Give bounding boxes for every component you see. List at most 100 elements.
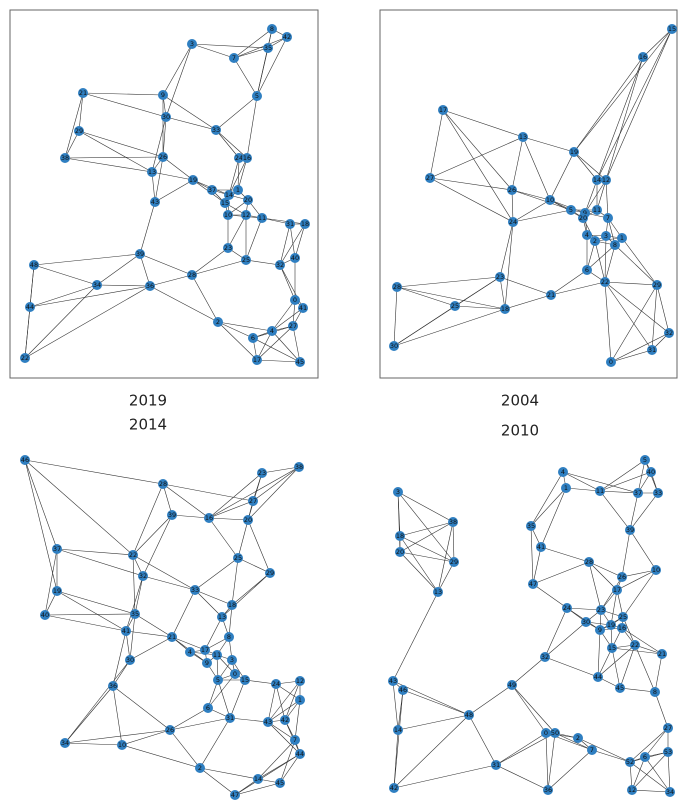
edge xyxy=(629,727,669,763)
node-label: 1 xyxy=(298,696,302,704)
node xyxy=(243,195,253,205)
node xyxy=(161,112,171,122)
edge xyxy=(191,43,269,49)
node xyxy=(145,281,155,291)
node-label: 12 xyxy=(602,176,610,184)
caption: 2010 xyxy=(501,422,539,440)
node-label: 1 xyxy=(564,484,568,492)
node-label: 27 xyxy=(289,322,297,330)
node xyxy=(625,757,635,767)
edge xyxy=(252,466,300,502)
edge xyxy=(33,264,98,286)
edge xyxy=(631,751,669,791)
edge xyxy=(621,529,631,578)
node xyxy=(224,190,234,200)
node-label: 4 xyxy=(561,468,565,476)
edge xyxy=(267,680,301,723)
node xyxy=(495,272,505,282)
edge xyxy=(162,43,193,96)
edge xyxy=(215,95,258,131)
node xyxy=(295,695,305,705)
node xyxy=(566,205,576,215)
node xyxy=(52,544,62,554)
edge xyxy=(511,189,572,211)
node xyxy=(285,219,295,229)
node-label: 14 xyxy=(254,775,262,783)
node-label: 38 xyxy=(61,154,69,162)
node xyxy=(593,672,603,682)
node-label: 2 xyxy=(576,734,580,742)
node-label: 0 xyxy=(233,670,237,678)
edge xyxy=(64,157,153,173)
node-label: 26 xyxy=(166,726,174,734)
edge xyxy=(547,749,593,791)
edge xyxy=(194,557,239,591)
node xyxy=(545,195,555,205)
node-label: 9 xyxy=(583,209,587,217)
edge xyxy=(597,629,601,678)
node xyxy=(52,586,62,596)
edge xyxy=(610,284,658,363)
node xyxy=(536,542,546,552)
edge xyxy=(256,47,269,97)
node xyxy=(203,703,213,713)
node-label: 31 xyxy=(648,346,656,354)
edge xyxy=(194,589,223,618)
node-label: 21 xyxy=(547,291,555,299)
panel-frame xyxy=(9,9,319,379)
node xyxy=(650,687,660,697)
node xyxy=(252,355,262,365)
node-label: 15 xyxy=(221,199,229,207)
node-label: 42 xyxy=(283,33,291,41)
edge xyxy=(573,151,598,181)
edge xyxy=(550,269,588,296)
node xyxy=(590,236,600,246)
edge xyxy=(29,284,98,308)
edge xyxy=(134,575,144,615)
node xyxy=(220,198,230,208)
node-label: 24 xyxy=(509,218,517,226)
edge xyxy=(64,92,84,159)
node xyxy=(558,467,568,477)
edge xyxy=(279,223,291,266)
edge xyxy=(132,554,136,615)
node xyxy=(667,24,677,34)
edge xyxy=(522,136,551,201)
node xyxy=(393,725,403,735)
node-label: 15 xyxy=(668,25,676,33)
node xyxy=(158,90,168,100)
edge xyxy=(596,28,673,181)
edge xyxy=(64,659,131,744)
edge xyxy=(622,569,657,618)
node-label: 24 xyxy=(272,680,280,688)
node-label: 17 xyxy=(613,586,621,594)
edge xyxy=(621,237,658,286)
node xyxy=(204,513,214,523)
node-label: 32 xyxy=(541,653,549,661)
node-label: 33 xyxy=(191,586,199,594)
node xyxy=(388,676,398,686)
node-label: 42 xyxy=(281,716,289,724)
edge xyxy=(261,466,300,474)
edge xyxy=(654,653,663,693)
node-label: 28 xyxy=(159,480,167,488)
edge xyxy=(511,189,551,201)
edge xyxy=(512,209,572,223)
edge xyxy=(499,276,506,310)
edge xyxy=(208,517,249,521)
node-label: 17 xyxy=(439,106,447,114)
edge xyxy=(256,36,288,97)
node-label: 9 xyxy=(161,91,165,99)
edge xyxy=(562,471,601,492)
edge xyxy=(399,535,455,563)
node-label: 26 xyxy=(508,186,516,194)
edge xyxy=(233,28,273,59)
edge xyxy=(245,259,281,266)
edge xyxy=(221,572,271,618)
edge xyxy=(596,56,644,181)
node-label: 12 xyxy=(242,211,250,219)
edge xyxy=(621,569,657,578)
edge xyxy=(616,569,657,591)
node xyxy=(592,175,602,185)
node-label: 31 xyxy=(492,761,500,769)
